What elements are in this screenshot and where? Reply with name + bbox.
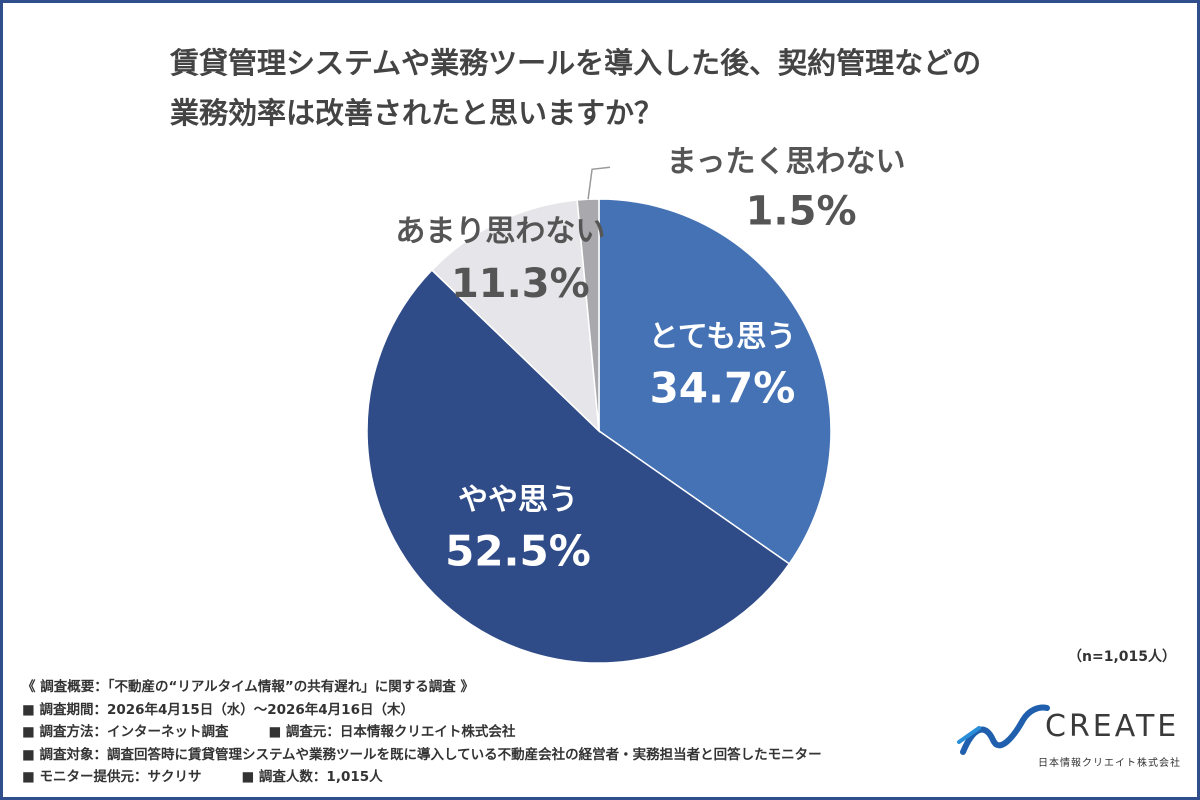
survey-provider: ■ モニター提供元：サクリサ bbox=[22, 769, 202, 785]
logo-company-name: 日本情報クリエイト株式会社 bbox=[1038, 758, 1181, 769]
survey-target: ■ 調査対象：調査回答時に賃貸管理システムや業務ツールを既に導入している不動産会… bbox=[22, 746, 822, 763]
slice-label-not-much: あまり思わない bbox=[395, 214, 605, 249]
chart-title: 賃貸管理システムや業務ツールを導入した後、契約管理などの 業務効率は改善されたと… bbox=[170, 38, 1070, 138]
title-line-1: 賃貸管理システムや業務ツールを導入した後、契約管理などの bbox=[170, 46, 982, 80]
survey-organizer: ■ 調査元：日本情報クリエイト株式会社 bbox=[268, 724, 516, 740]
survey-period: ■ 調査期間：2026年4月15日（水）〜2026年4月16日（木） bbox=[22, 701, 414, 718]
slice-value-not-at-all: 1.5% bbox=[746, 188, 857, 234]
survey-provider-row: ■ モニター提供元：サクリサ ■ 調査人数：1,015人 bbox=[22, 766, 822, 789]
slice-value-somewhat: 52.5% bbox=[445, 527, 591, 576]
create-logo-mark bbox=[957, 704, 1050, 755]
slice-value-very-much: 34.7% bbox=[650, 364, 796, 413]
sample-size-label: （n=1,015人） bbox=[1068, 649, 1176, 665]
slice-label-very-much: とても思う bbox=[649, 320, 797, 355]
slice-label-not-at-all: まったく思わない bbox=[667, 144, 906, 179]
survey-respondents: ■ 調査人数：1,015人 bbox=[241, 769, 383, 785]
pie-slice-not-at-all bbox=[576, 198, 600, 432]
survey-method-row: ■ 調査方法：インターネット調査 ■ 調査元：日本情報クリエイト株式会社 bbox=[22, 721, 822, 744]
slice-value-not-much: 11.3% bbox=[451, 261, 590, 307]
survey-method: ■ 調査方法：インターネット調査 bbox=[22, 724, 229, 740]
survey-heading: 《 調査概要：「不動産の“リアルタイム情報”の共有遅れ」に関する調査 》 bbox=[22, 679, 474, 695]
title-line-2: 業務効率は改善されたと思いますか？ bbox=[170, 96, 664, 130]
pie-slice-not-much bbox=[430, 199, 600, 433]
leader-line-not-at-all bbox=[587, 166, 611, 200]
pie-slice-somewhat bbox=[366, 269, 791, 664]
pie-slice-very-much bbox=[598, 198, 832, 565]
logo-wordmark: CREATE bbox=[1045, 709, 1180, 744]
slice-label-somewhat: やや思う bbox=[458, 483, 578, 518]
survey-overview: 《 調査概要：「不動産の“リアルタイム情報”の共有遅れ」に関する調査 》 ■ 調… bbox=[22, 676, 822, 789]
